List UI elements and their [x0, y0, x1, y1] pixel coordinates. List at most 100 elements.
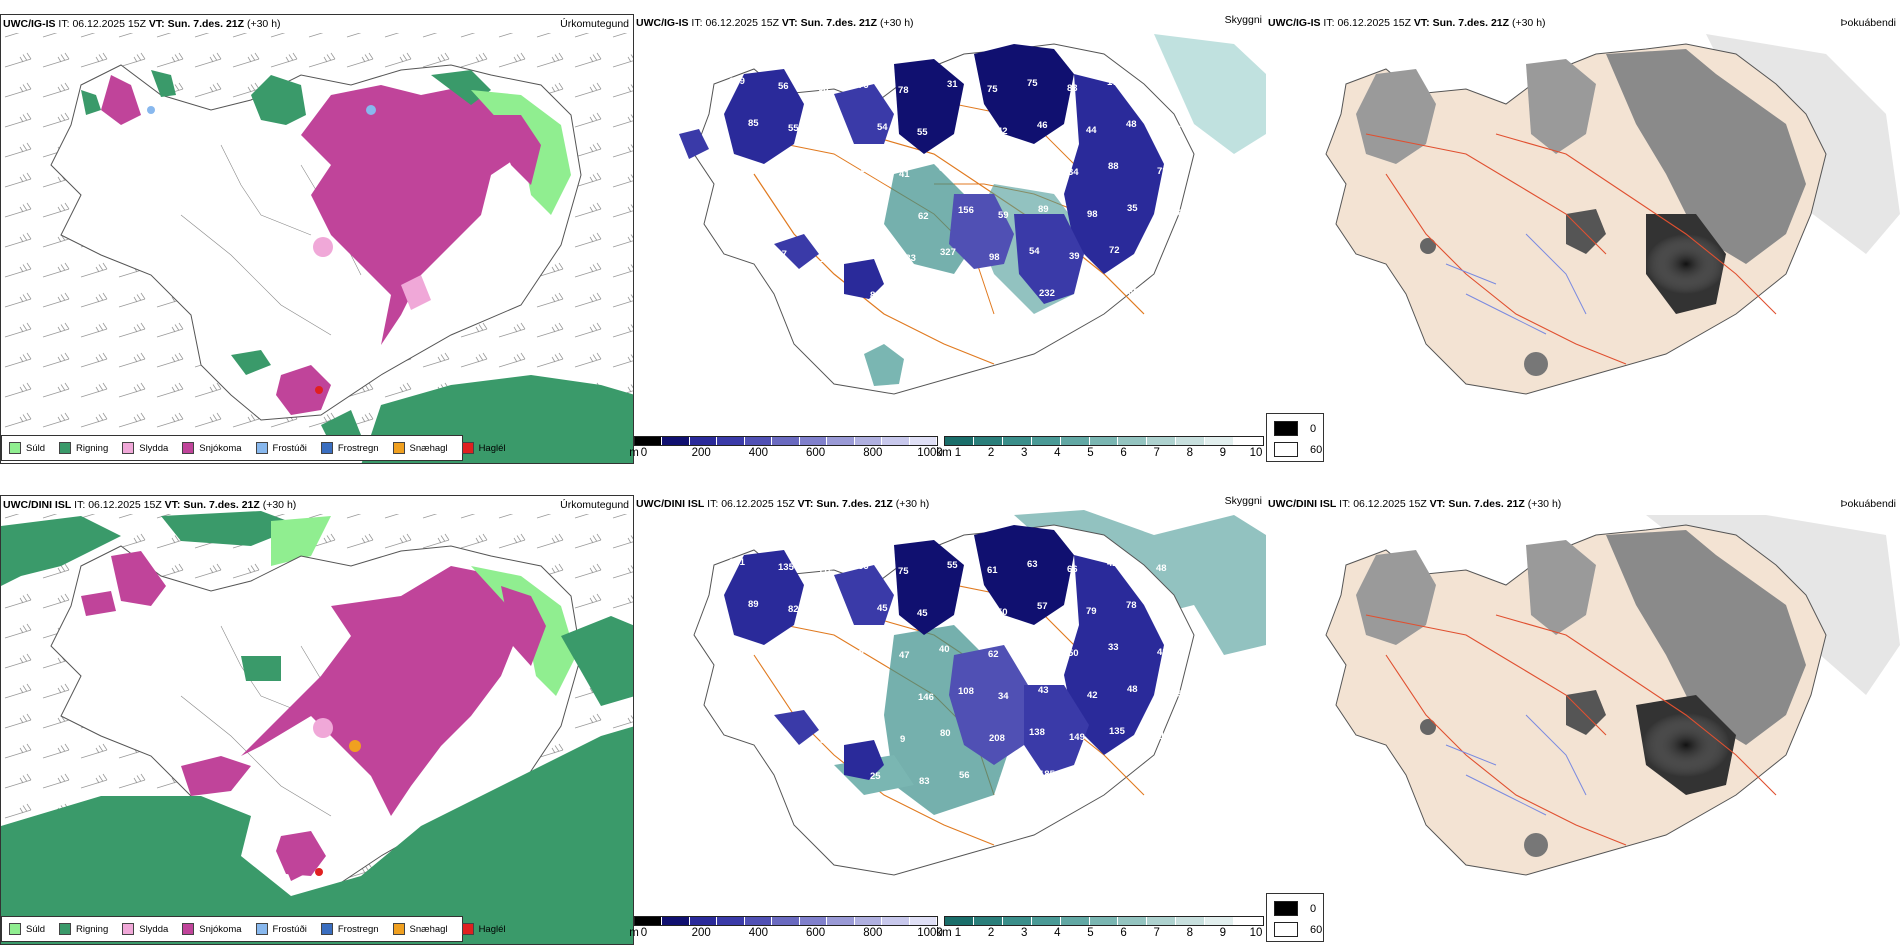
visibility-value-label: 68: [1128, 287, 1139, 298]
legend-item: Haglél: [461, 442, 506, 454]
vt-value: Sun. 7.des. 21Z: [1448, 498, 1525, 510]
legend-swatch: [461, 923, 474, 935]
visibility-value-label: 220: [750, 286, 766, 297]
visibility-value-label: 42: [997, 126, 1008, 137]
colorbar-tick-label: 1: [954, 447, 962, 459]
fog-indicator-legend: 0 60: [1266, 413, 1324, 462]
panel-title: UWC/IG-IS IT: 06.12.2025 15Z VT: Sun. 7.…: [636, 17, 914, 29]
visibility-colorbar: km 1 2 3 4 5 6 7 8 9 10: [936, 916, 1264, 940]
visibility-value-label: 35: [1127, 203, 1138, 214]
visibility-value-label: 66: [828, 609, 839, 620]
it-label: IT:: [691, 17, 703, 29]
colorbar-segment: [772, 437, 800, 445]
cloud-base-scale: [634, 436, 938, 446]
colorbar-segment: [1234, 917, 1263, 925]
it-label: IT:: [707, 498, 719, 510]
legend-label: Frostregn: [337, 923, 379, 935]
legend-label: Rigning: [76, 442, 109, 454]
colorbar-tick-label: 400: [748, 927, 768, 939]
visibility-value-label: 89: [748, 599, 759, 610]
precip-map-igis: [1, 33, 633, 463]
visibility-value-label: 232: [1039, 288, 1055, 299]
vt-label: VT:: [148, 18, 165, 30]
fog-indicator-panel-dini: UWC/DINI ISL IT: 06.12.2025 15Z VT: Sun.…: [1266, 495, 1900, 945]
visibility-value-label: 50: [1068, 648, 1079, 659]
legend-label: Snjókoma: [199, 923, 242, 935]
it-value: 06.12.2025 15Z: [1353, 498, 1427, 510]
visibility-value-label: 88: [829, 693, 840, 704]
legend-swatch: [392, 442, 405, 454]
visibility-value-labels: 101 135 115 56 75 55 61 63 66 42 48 89 82 66 45 45 44 50 5…: [729, 557, 1184, 788]
visibility-value-label: 826: [830, 777, 846, 788]
visibility-value-label: 72: [1109, 245, 1120, 256]
vt-value: Sun. 7.des. 21Z: [183, 499, 260, 511]
colorbar-tick-label: 4: [1054, 447, 1061, 459]
visibility-value-label: 57: [1028, 162, 1039, 173]
legend-label: Frostregn: [337, 442, 379, 454]
it-value: 06.12.2025 15Z: [721, 498, 795, 510]
panel-title: UWC/IG-IS IT: 06.12.2025 15Z VT: Sun. 7.…: [1268, 17, 1546, 29]
legend-item: Haglél: [461, 923, 506, 935]
visibility-value-label: 55: [788, 123, 799, 134]
visibility-value-label: 83: [1067, 83, 1078, 94]
colorbar-segment: [882, 917, 910, 925]
fog-legend-label: 0: [1310, 902, 1317, 915]
visibility-value-label: 57: [1149, 250, 1160, 261]
visibility-value-label: 48: [1127, 684, 1138, 695]
model-name: UWC/IG-IS: [3, 18, 56, 30]
legend-swatch: [9, 923, 21, 935]
visibility-value-label: 98: [989, 252, 1000, 263]
visibility-value-label: 116: [1166, 124, 1181, 135]
vt-label: VT:: [1413, 17, 1430, 29]
legend-swatch: [320, 442, 333, 454]
visibility-value-label: 125: [750, 767, 767, 778]
legend-label: Frostúði: [272, 442, 307, 454]
panel-title: UWC/IG-IS IT: 06.12.2025 15Z VT: Sun. 7.…: [3, 18, 281, 30]
colorbar-segment: [827, 917, 855, 925]
fog-legend-row: 60: [1274, 922, 1322, 937]
visibility-value-label: 66: [959, 289, 970, 300]
visibility-value-label: 25: [870, 771, 881, 782]
vt-label: VT:: [797, 498, 814, 510]
visibility-value-label: 54: [779, 165, 790, 176]
lead-time: (+30 h): [895, 498, 930, 510]
colorbar-tick-label: 10: [1249, 927, 1263, 939]
visibility-value-label: 54: [877, 122, 888, 133]
visibility-value-label: 45: [917, 608, 928, 619]
fog-legend-label: 60: [1310, 443, 1323, 456]
colorbar-tick-label: 800: [863, 927, 883, 939]
legend-item: Snæhagl: [392, 923, 448, 935]
colorbar-segment: [973, 917, 1003, 925]
visibility-value-label: 36: [988, 168, 999, 179]
cloud-visibility-panel-igis: 139 56 89 76 78 31 75 75 83 17 105 85 55 52 54 55 60 42 46…: [634, 14, 1266, 464]
visibility-value-label: 79: [1079, 293, 1090, 304]
it-label: IT:: [1323, 17, 1335, 29]
field-name: Þokuábendi: [1840, 498, 1896, 510]
colorbar-unit: m: [629, 927, 639, 939]
legend-swatch: [59, 442, 72, 454]
visibility-value-label: 48: [1126, 119, 1137, 130]
legend-label: Súld: [26, 923, 46, 935]
fog-legend-swatch: [1274, 901, 1298, 916]
colorbar-segment: [772, 917, 800, 925]
model-name: UWC/IG-IS: [1268, 17, 1321, 29]
visibility-value-label: 327: [940, 247, 956, 258]
colorbar-segment: [662, 437, 690, 445]
colorbar-segment: [1060, 917, 1090, 925]
lead-time: (+30 h): [246, 18, 281, 30]
visibility-value-label: 390: [731, 725, 747, 736]
fog-legend-row: 0: [1274, 901, 1316, 916]
legend-item: Snjókoma: [182, 442, 242, 454]
visibility-value-label: 139: [729, 76, 745, 87]
colorbar-segment: [1002, 437, 1032, 445]
colorbar-tick-label: 2: [987, 447, 995, 459]
visibility-value-label: 43: [1038, 685, 1049, 696]
model-name: UWC/DINI ISL: [1268, 498, 1337, 510]
colorbar-segment: [1002, 917, 1032, 925]
visibility-value-label: 97: [829, 212, 840, 223]
visibility-value-label: 83: [919, 776, 930, 787]
legend-swatch: [122, 442, 135, 454]
fog-map-dini: [1325, 515, 1900, 876]
colorbar-tick-label: 9: [1219, 927, 1227, 939]
visibility-value-label: 115: [818, 567, 834, 578]
